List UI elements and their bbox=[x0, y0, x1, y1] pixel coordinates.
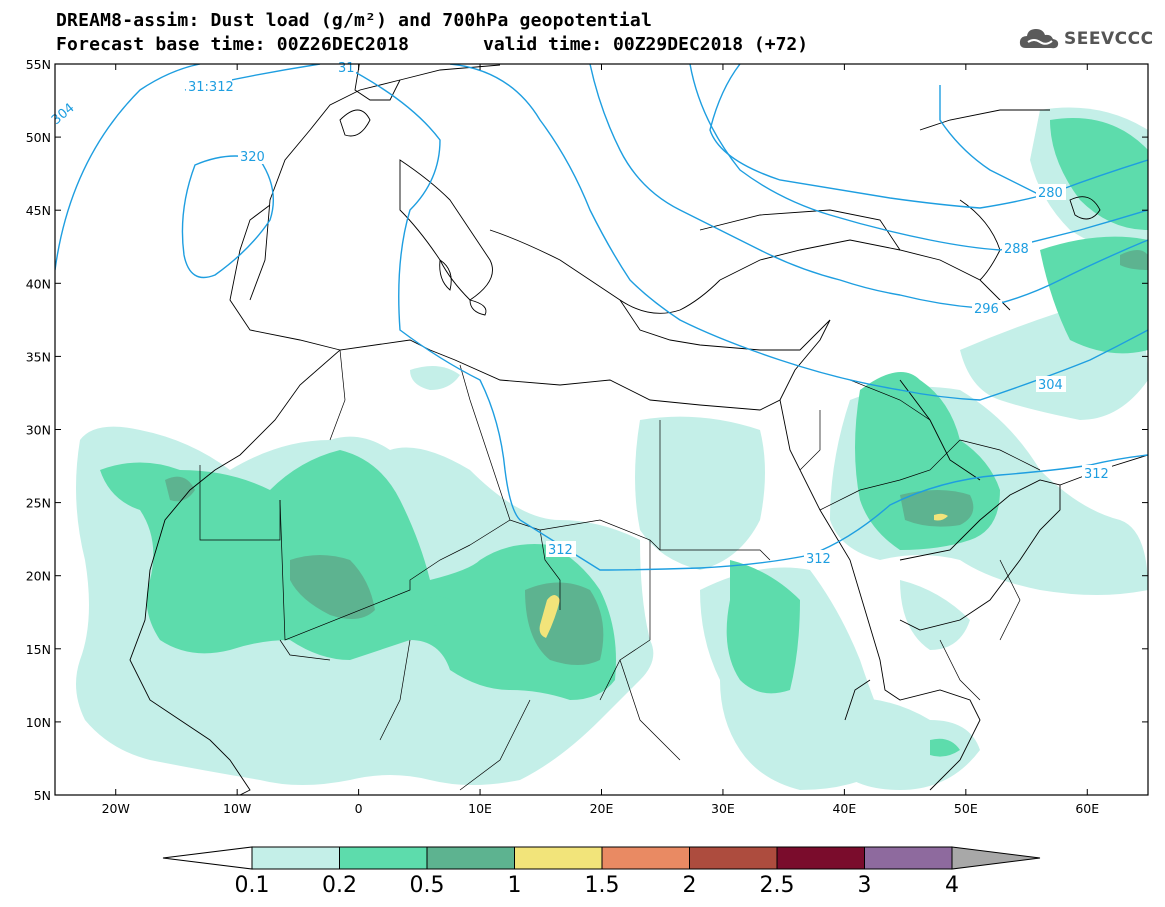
colorbar-swatch bbox=[251, 846, 340, 870]
lat-label: 55N bbox=[26, 57, 51, 72]
contour-label: 320 bbox=[240, 150, 265, 165]
colorbar-label: 3 bbox=[858, 873, 872, 898]
lat-label: 40N bbox=[26, 276, 51, 291]
contour-label: 31 bbox=[338, 61, 355, 76]
valid-time: valid time: 00Z29DEC2018 (+72) bbox=[483, 34, 809, 55]
colorbar-under-arrow bbox=[162, 846, 253, 870]
colorbar-label: 2.5 bbox=[760, 873, 795, 898]
lat-label: 25N bbox=[26, 496, 51, 511]
lon-label: 10W bbox=[223, 801, 251, 816]
colorbar-label: 1.5 bbox=[585, 873, 620, 898]
country-borders bbox=[199, 349, 1041, 791]
lon-label: 20E bbox=[590, 801, 614, 816]
colorbar-label: 4 bbox=[945, 873, 959, 898]
lat-label: 5N bbox=[34, 788, 51, 803]
colorbar-swatch bbox=[776, 846, 865, 870]
contour-labels: 304 31:312 31 320 312 312 312 304 296 28… bbox=[49, 61, 1112, 567]
dust-fields bbox=[76, 107, 1148, 790]
contour-label: 312 bbox=[1084, 467, 1109, 482]
colorbar-label: 0.2 bbox=[322, 873, 357, 898]
dust-level-1 bbox=[76, 107, 1148, 790]
lat-label: 20N bbox=[26, 569, 51, 584]
colorbar-swatch bbox=[426, 846, 515, 870]
contour-label: 31:312 bbox=[188, 80, 234, 95]
lat-label: 15N bbox=[26, 642, 51, 657]
colorbar-label: 0.5 bbox=[410, 873, 445, 898]
lon-label: 50E bbox=[954, 801, 978, 816]
contour-label: 312 bbox=[806, 552, 831, 567]
colorbar-swatch bbox=[601, 846, 690, 870]
colorbar: 0.1 0.2 0.5 1 1.5 2 2.5 3 4 bbox=[162, 846, 1041, 898]
lon-label: 30E bbox=[711, 801, 735, 816]
contour-label: 312 bbox=[548, 543, 573, 558]
colorbar-swatch bbox=[689, 846, 778, 870]
colorbar-swatch bbox=[864, 846, 953, 870]
cloud-icon bbox=[1019, 29, 1059, 49]
lon-axis: 20W 10W 0 10E 20E 30E 40E 50E 60E bbox=[102, 801, 1100, 816]
contour-label: 304 bbox=[1038, 378, 1063, 393]
axis-ticks bbox=[55, 63, 1148, 796]
colorbar-over-arrow bbox=[951, 846, 1041, 870]
seevccc-logo: SEEVCCC bbox=[1018, 26, 1154, 52]
lat-label: 30N bbox=[26, 423, 51, 438]
lon-label: 60E bbox=[1075, 801, 1099, 816]
lon-label: 10E bbox=[468, 801, 492, 816]
lat-axis: 55N 50N 45N 40N 35N 30N 25N 20N 15N 10N 5N bbox=[26, 57, 51, 803]
map-title: DREAM8-assim: Dust load (g/m²) and 700hP… bbox=[56, 10, 652, 31]
lat-label: 35N bbox=[26, 349, 51, 364]
colorbar-label: 0.1 bbox=[235, 873, 270, 898]
contour-label: 280 bbox=[1038, 186, 1063, 201]
lat-label: 10N bbox=[26, 715, 51, 730]
dust-level-4 bbox=[539, 513, 948, 638]
coastlines bbox=[129, 64, 1148, 795]
contour-label: 296 bbox=[974, 302, 999, 317]
lat-label: 50N bbox=[26, 130, 51, 145]
lat-label: 45N bbox=[26, 203, 51, 218]
colorbar-label: 2 bbox=[683, 873, 697, 898]
colorbar-label: 1 bbox=[508, 873, 522, 898]
contour-label: 288 bbox=[1004, 242, 1029, 257]
forecast-base-time: Forecast base time: 00Z26DEC2018 bbox=[56, 34, 410, 55]
lon-label: 40E bbox=[832, 801, 856, 816]
colorbar-swatch bbox=[339, 846, 428, 870]
lon-label: 0 bbox=[355, 801, 363, 816]
lon-label: 20W bbox=[102, 801, 130, 816]
logo-text: SEEVCCC bbox=[1064, 29, 1154, 49]
colorbar-swatch bbox=[514, 846, 603, 870]
dust-level-3 bbox=[165, 250, 1148, 665]
